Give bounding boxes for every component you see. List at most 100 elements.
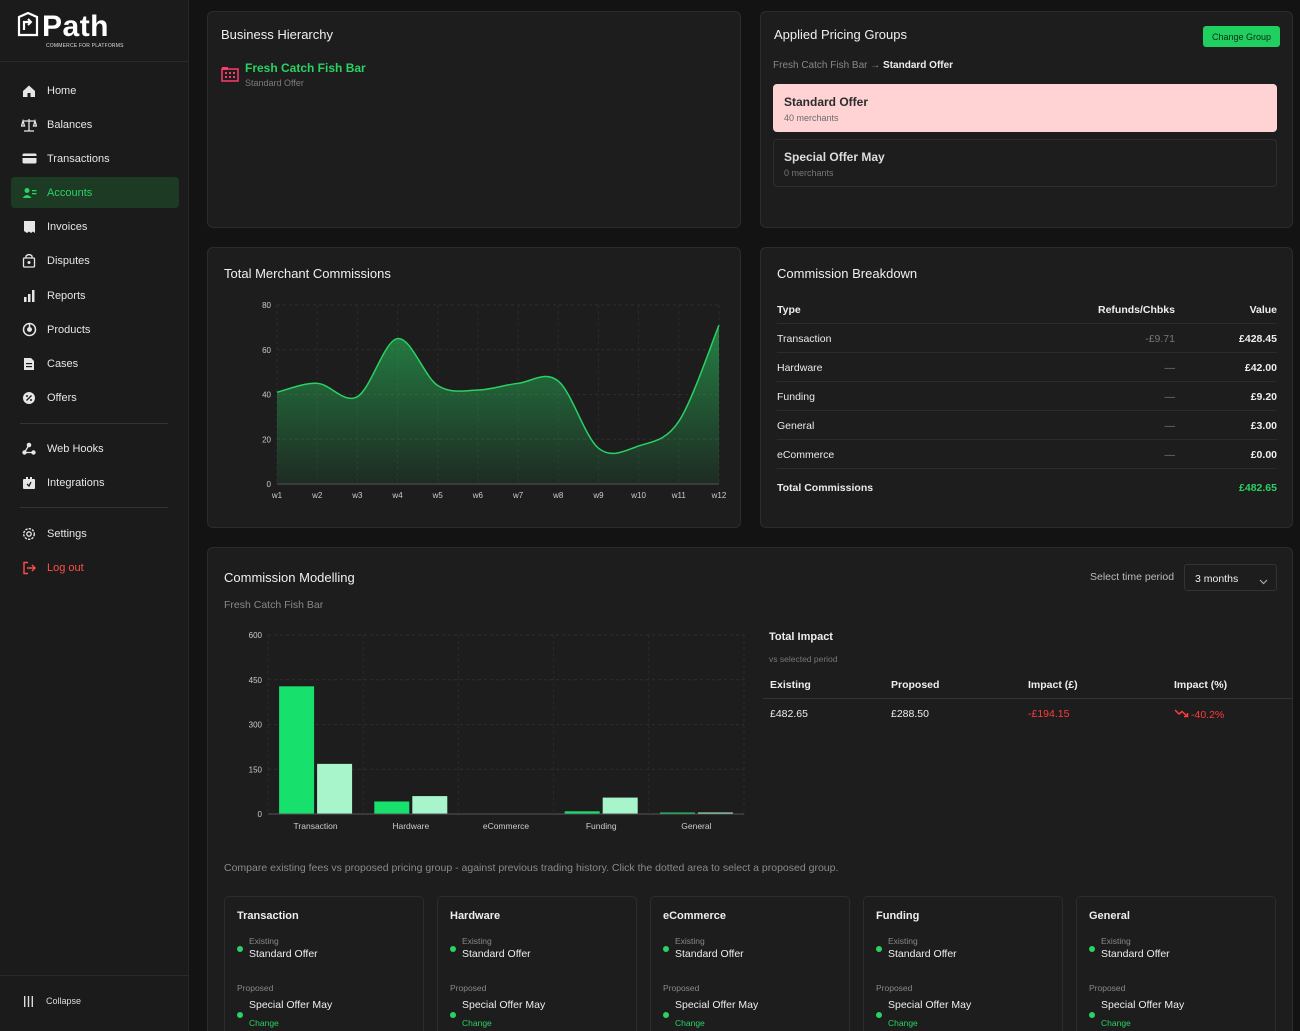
x-tick-label: w10 — [630, 491, 646, 500]
category-title: eCommerce — [663, 910, 726, 922]
brand-name: Path — [42, 10, 110, 43]
change-group-button[interactable]: Change Group — [1203, 26, 1280, 47]
nav-item-offers[interactable]: Offers — [11, 382, 179, 413]
nav-item-web-hooks[interactable]: Web Hooks — [11, 433, 179, 464]
business-hierarchy-card: Business Hierarchy Fresh Catch Fish Bar … — [207, 11, 741, 228]
total-impact-subtitle: vs selected period — [769, 654, 838, 664]
header-value: Value — [1249, 304, 1277, 316]
proposed-label: Proposed — [1089, 983, 1126, 993]
pricing-group-standard-offer[interactable]: Standard Offer 40 merchants — [773, 84, 1277, 132]
category-card-ecommerce[interactable]: eCommerce Existing Standard Offer Propos… — [650, 896, 850, 1031]
category-card-funding[interactable]: Funding Existing Standard Offer Proposed… — [863, 896, 1063, 1031]
nav-item-logout[interactable]: Log out — [11, 552, 179, 583]
sidebar-divider — [0, 61, 189, 62]
status-dot — [876, 1012, 882, 1018]
sidebar: Path COMMERCE FOR PLATFORMS Home Balance… — [0, 0, 189, 1031]
nav-item-home[interactable]: Home — [11, 75, 179, 106]
merchant-name-link[interactable]: Fresh Catch Fish Bar — [245, 61, 366, 75]
x-tick-label: w9 — [592, 491, 604, 500]
users-icon — [21, 185, 37, 201]
divider — [763, 698, 1293, 699]
file-icon — [21, 356, 37, 372]
table-row: Funding — £9.20 — [777, 382, 1277, 411]
nav-label: Balances — [47, 118, 93, 131]
pricing-group-name: Standard Offer — [784, 95, 869, 109]
existing-label: Existing — [249, 936, 279, 946]
nav-item-invoices[interactable]: Invoices — [11, 211, 179, 242]
change-link[interactable]: Change — [675, 1018, 705, 1028]
nav-label: Products — [47, 323, 91, 336]
offers-icon — [21, 390, 37, 406]
x-tick-label: w7 — [512, 491, 524, 500]
x-tick-label: Funding — [586, 821, 617, 831]
row-value: £9.20 — [1250, 391, 1277, 403]
row-refunds: — — [1164, 420, 1176, 432]
series-area — [277, 325, 719, 484]
nav-item-disputes[interactable]: Disputes — [11, 245, 179, 276]
nav-label: Log out — [47, 561, 84, 574]
category-card-transaction[interactable]: Transaction Existing Standard Offer Prop… — [224, 896, 424, 1031]
nav-separator — [20, 507, 168, 508]
proposed-value: Special Offer May — [249, 999, 333, 1011]
change-link[interactable]: Change — [888, 1018, 918, 1028]
x-tick-label: w12 — [711, 491, 727, 500]
x-tick-label: w1 — [271, 491, 283, 500]
status-dot — [876, 946, 882, 952]
bar — [697, 812, 733, 814]
nav-label: Disputes — [47, 254, 90, 267]
change-link[interactable]: Change — [1101, 1018, 1131, 1028]
card-title: Applied Pricing Groups — [774, 27, 907, 42]
nav-item-settings[interactable]: Settings — [11, 518, 179, 549]
nav-label: Settings — [47, 527, 87, 540]
collapse-label: Collapse — [46, 996, 82, 1006]
proposed-value: Special Offer May — [462, 999, 546, 1011]
row-type: Funding — [777, 391, 815, 403]
row-type: eCommerce — [777, 449, 835, 461]
change-link[interactable]: Change — [249, 1018, 279, 1028]
category-title: Transaction — [237, 910, 299, 922]
time-period-select[interactable]: 3 months — [1184, 564, 1277, 591]
nav-item-accounts[interactable]: Accounts — [11, 177, 179, 208]
existing-label: Existing — [675, 936, 705, 946]
nav-item-cases[interactable]: Cases — [11, 348, 179, 379]
brand-logo[interactable]: Path COMMERCE FOR PLATFORMS — [16, 12, 176, 52]
status-dot — [663, 1012, 669, 1018]
commissions-area-chart: 0 20 40 60 80 w1 w2 w3 w4 w5 w6 w7 w8 w9 w10 w11 w12 — [262, 301, 727, 500]
table-row: eCommerce — £0.00 — [777, 440, 1277, 469]
y-tick-label: 20 — [262, 435, 271, 444]
impact-existing: £482.65 — [770, 708, 808, 720]
proposed-label: Proposed — [450, 983, 487, 993]
trend-down-icon — [1174, 708, 1189, 721]
breadcrumb-current: Standard Offer — [883, 60, 954, 71]
bar-chart-icon — [21, 288, 37, 304]
existing-label: Existing — [888, 936, 918, 946]
x-tick-label: w3 — [351, 491, 363, 500]
x-tick-label: Hardware — [392, 821, 429, 831]
category-title: Hardware — [450, 910, 501, 922]
pricing-groups-card: Applied Pricing Groups Change Group Fres… — [760, 11, 1293, 228]
nav-item-balances[interactable]: Balances — [11, 109, 179, 140]
impact-gbp: -£194.15 — [1028, 708, 1070, 720]
y-tick-label: 0 — [258, 810, 263, 819]
bar — [317, 763, 353, 814]
row-refunds: — — [1164, 362, 1176, 374]
total-value: £482.65 — [1239, 482, 1277, 494]
status-dot — [450, 946, 456, 952]
change-link[interactable]: Change — [462, 1018, 492, 1028]
collapse-button[interactable]: Collapse — [11, 990, 81, 1012]
nav-label: Integrations — [47, 476, 105, 489]
category-card-hardware[interactable]: Hardware Existing Standard Offer Propose… — [437, 896, 637, 1031]
pricing-group-count: 0 merchants — [784, 168, 834, 178]
nav-label: Invoices — [47, 220, 88, 233]
category-card-general[interactable]: General Existing Standard Offer Proposed… — [1076, 896, 1276, 1031]
x-tick-label: Transaction — [294, 821, 338, 831]
nav-item-integrations[interactable]: Integrations — [11, 467, 179, 498]
nav-item-products[interactable]: Products — [11, 314, 179, 345]
nav-separator — [20, 423, 168, 424]
nav-item-reports[interactable]: Reports — [11, 280, 179, 311]
total-label: Total Commissions — [777, 482, 874, 494]
pricing-group-special-offer-may[interactable]: Special Offer May 0 merchants — [773, 139, 1277, 187]
nav-item-transactions[interactable]: Transactions — [11, 143, 179, 174]
category-title: Funding — [876, 910, 920, 922]
breadcrumb-parent[interactable]: Fresh Catch Fish Bar — [773, 60, 868, 71]
